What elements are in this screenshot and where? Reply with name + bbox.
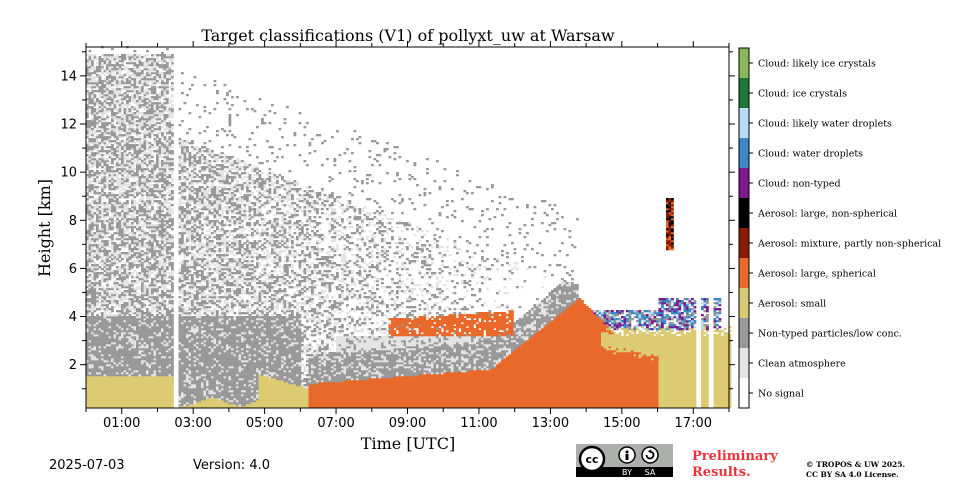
plot-area — [86, 46, 731, 408]
colorbar-segment — [739, 228, 749, 258]
x-tick-label: 05:00 — [246, 416, 283, 431]
copyright-note: © TROPOS & UW 2025. CC BY SA 4.0 License… — [806, 460, 905, 480]
sa-icon — [642, 447, 658, 463]
chart-title: Target classifications (V1) of pollyxt_u… — [201, 26, 615, 45]
colorbar-segment — [739, 258, 749, 288]
colorbar-label: Clean atmosphere — [758, 359, 846, 370]
colorbar-label: Cloud: non-typed — [758, 179, 841, 190]
y-tick-label: 10 — [60, 166, 77, 181]
sa-text: SA — [645, 468, 656, 477]
x-tick-label: 11:00 — [460, 416, 497, 431]
y-tick-label: 12 — [60, 118, 77, 133]
x-tick-label: 03:00 — [174, 416, 211, 431]
preliminary-note: Preliminary Results. — [692, 449, 778, 481]
x-tick-label: 13:00 — [532, 416, 569, 431]
colorbar-segment — [739, 138, 749, 168]
date-label: 2025-07-03 — [49, 458, 125, 473]
version-label: Version: 4.0 — [193, 458, 270, 473]
x-tick-label: 01:00 — [103, 416, 140, 431]
colorbar-segment — [739, 168, 749, 198]
by-text: BY — [622, 468, 632, 477]
colorbar-label: Aerosol: small — [757, 299, 826, 310]
y-axis-label: Height [km] — [35, 179, 54, 277]
y-tick-label: 2 — [69, 358, 77, 373]
colorbar-label: Non-typed particles/low conc. — [758, 329, 902, 340]
colorbar-label: Cloud: ice crystals — [758, 89, 847, 100]
x-tick-label: 15:00 — [603, 416, 640, 431]
copyright-line-2: CC BY SA 4.0 License. — [806, 470, 905, 480]
colorbar-label: Aerosol: large, non-spherical — [757, 209, 897, 220]
colorbar-label: Cloud: likely ice crystals — [758, 59, 876, 70]
x-tick-label: 09:00 — [389, 416, 426, 431]
copyright-line-1: © TROPOS & UW 2025. — [806, 460, 905, 470]
y-tick-label: 14 — [60, 69, 77, 84]
cc-by-sa-badge: cc BY SA — [576, 444, 673, 477]
cc-text: cc — [585, 453, 598, 466]
y-tick-label: 8 — [69, 214, 77, 229]
x-axis-label: Time [UTC] — [361, 434, 455, 453]
colorbar: Cloud: likely ice crystals Cloud: ice cry… — [739, 48, 941, 408]
colorbar-segment — [739, 348, 749, 378]
colorbar-segment — [739, 318, 749, 348]
colorbar-label: Aerosol: mixture, partly non-spherical — [757, 239, 941, 250]
colorbar-label: Cloud: likely water droplets — [758, 119, 892, 130]
colorbar-segment — [739, 198, 749, 228]
colorbar-segment — [739, 108, 749, 138]
preliminary-line-2: Results. — [692, 465, 778, 481]
colorbar-segment — [739, 288, 749, 318]
colorbar-label: Aerosol: large, spherical — [757, 269, 876, 280]
colorbar-label: Cloud: water droplets — [758, 149, 863, 160]
x-tick-label: 17:00 — [675, 416, 712, 431]
colorbar-label: No signal — [758, 389, 804, 400]
colorbar-segment — [739, 48, 749, 78]
x-tick-label: 07:00 — [317, 416, 354, 431]
colorbar-segment — [739, 78, 749, 108]
preliminary-line-1: Preliminary — [692, 449, 778, 465]
y-tick-label: 6 — [69, 262, 77, 277]
y-tick-label: 4 — [69, 310, 77, 325]
colorbar-segment — [739, 378, 749, 408]
